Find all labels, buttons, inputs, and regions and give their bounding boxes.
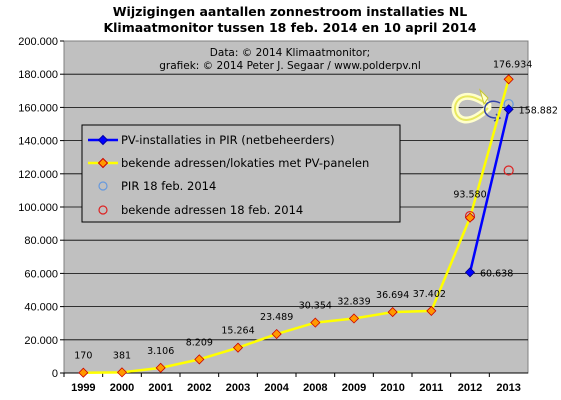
point-bekende: [232, 342, 244, 353]
data-label-bekende: 8.209: [186, 337, 213, 348]
x-tick-label: 2012: [458, 382, 482, 394]
y-tick-label: 0: [52, 368, 58, 380]
series-line-pir: [468, 108, 510, 273]
x-tick-label: 2009: [342, 382, 366, 394]
data-label-bekende: 30.354: [299, 301, 332, 312]
legend-marker-bekende: [88, 157, 118, 169]
x-tick-label: 2001: [148, 382, 172, 394]
point-pir: [503, 104, 514, 115]
data-label-bekende: 37.402: [413, 289, 446, 300]
y-tick-label: 160.000: [18, 102, 58, 114]
credit-line-2: grafiek: © 2014 Peter J. Segaar / www.po…: [159, 60, 421, 72]
y-tick-label: 120.000: [18, 169, 58, 181]
data-label-bekende: 15.264: [221, 326, 254, 337]
series-layer: [78, 74, 514, 378]
point-bekende-feb: [503, 165, 514, 176]
chart-title: Wijzigingen aantallen zonnestroom instal…: [113, 4, 468, 19]
y-tick-label: 60.000: [24, 268, 58, 280]
point-bekende: [426, 305, 437, 316]
data-label-bekende: 93.580: [453, 190, 486, 201]
x-tick-label: 2004: [264, 382, 289, 394]
y-tick-label: 20.000: [24, 335, 58, 347]
data-label-bekende: 3.106: [147, 346, 174, 357]
data-label-pir: 158.882: [519, 105, 558, 116]
point-bekende: [194, 354, 205, 365]
data-label-bekende: 32.839: [337, 296, 370, 307]
x-tick-label: 2013: [496, 382, 520, 394]
credit-line-1: Data: © 2014 Klimaatmonitor;: [210, 47, 370, 59]
series-line-bekende: [83, 78, 510, 374]
legend-label-bekende: bekende adressen/lokaties met PV-panelen: [121, 156, 369, 170]
y-tick-label: 200.000: [18, 36, 58, 48]
legend: PV-installaties in PIR (netbeheerders) b…: [81, 124, 401, 223]
point-bekende: [271, 328, 282, 340]
x-tick-label: 2003: [226, 382, 250, 394]
x-tick-label: 2010: [380, 382, 404, 394]
data-label-bekende: 36.694: [376, 290, 409, 301]
legend-marker-pir: [88, 134, 118, 146]
x-tick-label: 2002: [187, 382, 211, 394]
point-bekende: [348, 313, 360, 324]
data-label-pir: 60.638: [480, 268, 513, 279]
x-axis-ticks: 1999 2000 2001 2002 2003 2004 2008 2009 2010 2011…: [63, 372, 528, 394]
point-bekende: [78, 367, 89, 378]
point-bekende: [116, 367, 128, 378]
point-bekende: [503, 74, 514, 85]
legend-label-bekende-feb: bekende adressen 18 feb. 2014: [121, 203, 303, 217]
y-tick-label: 40.000: [24, 302, 58, 314]
legend-marker-pir-feb: [98, 181, 108, 191]
data-labels: 170 381 3.106 8.209 15.264 23.489 30.354 32.839…: [74, 59, 558, 361]
x-tick-label: 2000: [110, 382, 134, 394]
legend-marker-bekende-feb: [98, 205, 108, 215]
point-pir: [464, 267, 476, 278]
data-label-bekende: 170: [74, 351, 92, 362]
y-tick-label: 140.000: [18, 136, 58, 148]
legend-label-pir-feb: PIR 18 feb. 2014: [121, 179, 216, 193]
y-tick-label: 80.000: [24, 235, 58, 247]
y-tick-label: 180.000: [18, 69, 58, 81]
point-bekende: [464, 212, 476, 223]
y-tick-label: 100.000: [18, 202, 58, 214]
x-tick-label: 1999: [71, 382, 95, 394]
point-bekende: [155, 362, 166, 373]
y-axis-ticks: 0 20.000 40.000 60.000 80.000 100.000 120.000 1…: [18, 36, 64, 380]
data-label-bekende: 381: [113, 350, 131, 361]
point-bekende: [387, 307, 398, 318]
chart-subtitle: Klimaatmonitor tussen 18 feb. 2014 en 10…: [103, 20, 476, 35]
point-bekende: [310, 317, 321, 328]
curved-arrow-yellow: [451, 88, 492, 124]
x-tick-label: 2008: [303, 382, 327, 394]
data-label-bekende: 176.934: [493, 59, 532, 70]
data-label-bekende: 23.489: [260, 312, 293, 323]
legend-label-pir: PV-installaties in PIR (netbeheerders): [121, 133, 335, 147]
x-tick-label: 2011: [419, 382, 443, 394]
legend-box: [81, 124, 401, 223]
